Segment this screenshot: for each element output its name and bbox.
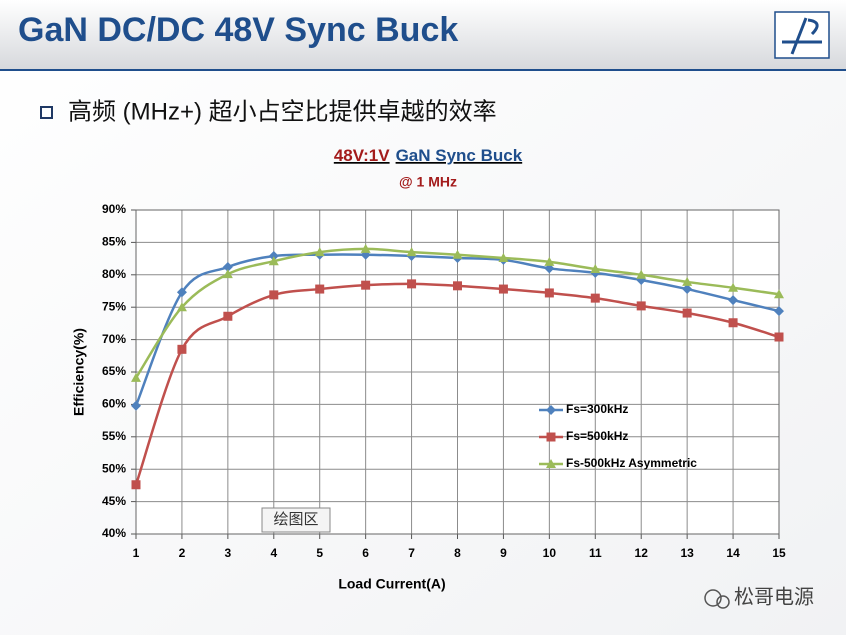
legend-marker bbox=[546, 459, 556, 468]
x-tick-label: 12 bbox=[635, 546, 649, 560]
x-tick-label: 9 bbox=[500, 546, 507, 560]
y-axis-label: Efficiency(%) bbox=[71, 328, 87, 416]
x-tick-label: 4 bbox=[270, 546, 277, 560]
marker bbox=[360, 243, 371, 253]
y-tick-label: 50% bbox=[102, 461, 126, 475]
y-tick-label: 60% bbox=[102, 397, 126, 411]
marker bbox=[590, 293, 600, 303]
marker bbox=[222, 262, 233, 273]
marker bbox=[407, 279, 417, 289]
x-tick-label: 10 bbox=[543, 546, 557, 560]
marker bbox=[176, 287, 187, 298]
bullet-text: 高频 (MHz+) 超小占空比提供卓越的效率 bbox=[68, 98, 497, 125]
x-tick-label: 2 bbox=[179, 546, 186, 560]
marker bbox=[728, 295, 739, 306]
x-tick-label: 3 bbox=[225, 546, 232, 560]
plot-border bbox=[135, 209, 780, 535]
marker bbox=[452, 249, 463, 259]
x-tick-label: 13 bbox=[680, 546, 694, 560]
marker bbox=[222, 269, 233, 279]
marker bbox=[177, 344, 187, 354]
logo bbox=[774, 11, 830, 59]
marker bbox=[636, 269, 647, 279]
marker bbox=[314, 247, 325, 257]
marker bbox=[131, 400, 141, 411]
x-axis-label: Load Current(A) bbox=[338, 576, 445, 592]
bullet-marker bbox=[40, 106, 53, 119]
watermark-text: 松哥电源 bbox=[734, 585, 814, 608]
chart-subtitle: @ 1 MHz bbox=[399, 174, 457, 190]
chart-title-part: 48V:1V bbox=[334, 146, 390, 165]
x-tick-label: 8 bbox=[454, 546, 461, 560]
x-tick-label: 5 bbox=[316, 546, 323, 560]
legend-label: Fs=500kHz bbox=[566, 429, 628, 443]
y-tick-label: 70% bbox=[102, 332, 126, 346]
marker bbox=[544, 256, 555, 266]
chart-title-part: GaN Sync Buck bbox=[396, 146, 523, 165]
x-tick-label: 7 bbox=[408, 546, 415, 560]
tooltip: 绘图区 bbox=[261, 507, 331, 533]
marker bbox=[131, 480, 141, 490]
x-tick-label: 15 bbox=[772, 546, 786, 560]
y-tick-label: 90% bbox=[102, 202, 126, 216]
legend-marker bbox=[546, 405, 556, 415]
y-tick-label: 65% bbox=[102, 364, 126, 378]
slide-title: GaN DC/DC 48V Sync Buck bbox=[18, 11, 458, 49]
legend-label: Fs-500kHz Asymmetric bbox=[566, 456, 697, 470]
marker bbox=[361, 280, 371, 290]
marker bbox=[315, 284, 325, 294]
marker bbox=[268, 256, 279, 266]
marker bbox=[406, 247, 417, 257]
marker bbox=[728, 318, 738, 328]
marker bbox=[131, 372, 141, 382]
marker bbox=[590, 263, 601, 273]
marker bbox=[636, 301, 646, 311]
marker bbox=[682, 276, 693, 286]
y-tick-label: 55% bbox=[102, 429, 126, 443]
y-tick-label: 85% bbox=[102, 235, 126, 249]
marker bbox=[498, 252, 509, 262]
tooltip-text: 绘图区 bbox=[273, 511, 318, 528]
marker bbox=[774, 289, 784, 299]
marker bbox=[682, 284, 693, 295]
x-tick-label: 6 bbox=[362, 546, 369, 560]
marker bbox=[728, 282, 739, 292]
y-tick-label: 80% bbox=[102, 267, 126, 281]
marker bbox=[544, 288, 554, 298]
tooltip-box bbox=[261, 507, 331, 533]
legend-label: Fs=300kHz bbox=[566, 402, 628, 416]
marker bbox=[268, 251, 279, 262]
x-tick-label: 14 bbox=[726, 546, 740, 560]
marker bbox=[774, 332, 784, 342]
legend-marker bbox=[546, 432, 556, 442]
marker bbox=[498, 284, 508, 294]
y-tick-label: 40% bbox=[102, 526, 126, 540]
marker bbox=[774, 306, 784, 317]
chart-title: 48V:1V GaN Sync Buck bbox=[334, 146, 523, 165]
marker bbox=[176, 302, 187, 312]
x-tick-label: 1 bbox=[133, 546, 140, 560]
x-tick-label: 11 bbox=[589, 546, 602, 560]
marker bbox=[453, 281, 462, 291]
watermark: 松哥电源 bbox=[704, 585, 814, 609]
marker bbox=[682, 308, 692, 318]
y-tick-label: 45% bbox=[102, 494, 126, 508]
marker bbox=[269, 290, 279, 300]
header-band bbox=[0, 0, 846, 70]
y-tick-label: 75% bbox=[102, 299, 126, 313]
plot: 40%45%50%55%60%65%70%75%80%85%90%1 2 3 4 5 6 7… bbox=[102, 202, 786, 560]
marker bbox=[223, 311, 233, 321]
